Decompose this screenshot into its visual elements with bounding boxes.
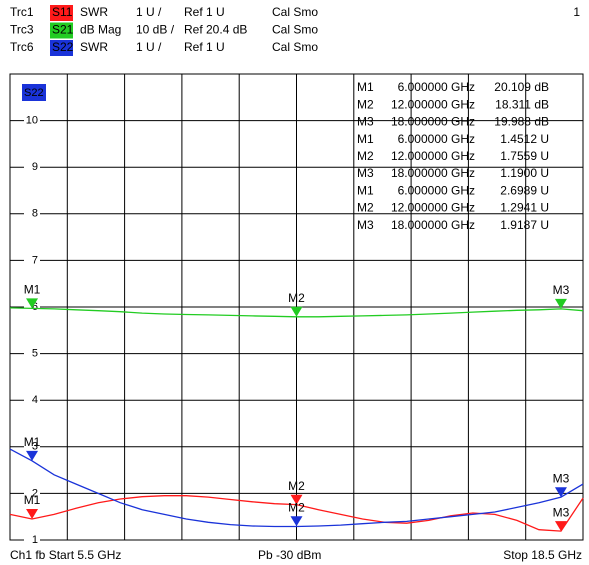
trace-cal: Cal Smo	[272, 40, 318, 54]
tick-label-bg	[24, 346, 40, 361]
trace-ref: Ref 20.4 dB	[184, 23, 247, 37]
marker-table-freq: 6.000000 GHz	[398, 80, 475, 94]
marker-table-value: 1.4512 U	[500, 132, 549, 146]
marker-table-value: 1.9187 U	[500, 218, 549, 232]
marker-table-value: 18.311 dB	[495, 97, 549, 111]
trace-trace: Trc6	[10, 40, 34, 54]
trace-trace: Trc1	[10, 5, 34, 19]
marker-label: M3	[553, 471, 570, 485]
marker-table-freq: 12.000000 GHz	[391, 149, 475, 163]
footer-start: Ch1 fb Start 5.5 GHz	[10, 548, 121, 562]
y-tick-label: 2	[32, 487, 38, 499]
marker-triangle	[290, 494, 303, 505]
marker-triangle	[290, 516, 303, 527]
trace-format: dB Mag	[80, 23, 121, 37]
marker-table-value: 20.109 dB	[494, 80, 549, 94]
trace-cal: Cal Smo	[272, 23, 318, 37]
trace-format: SWR	[80, 40, 108, 54]
trace-name-box	[50, 40, 73, 56]
y-tick-label: 4	[32, 394, 38, 406]
marker-triangle	[554, 298, 567, 309]
trace-name: S21	[52, 23, 74, 37]
marker-label: M1	[24, 435, 41, 449]
marker-table-freq: 12.000000 GHz	[391, 201, 475, 215]
marker-table-name: M3	[357, 115, 374, 129]
trace-name: S11	[52, 5, 73, 19]
tick-label-bg	[24, 486, 40, 501]
marker-table-name: M1	[357, 183, 374, 197]
marker-table-value: 1.1900 U	[500, 166, 549, 180]
trace-scale: 1 U /	[136, 40, 162, 54]
trace-trace: Trc3	[10, 23, 34, 37]
y-tick-label: 9	[32, 161, 38, 173]
marker-table-name: M1	[357, 132, 374, 146]
trace-name-box	[50, 22, 73, 39]
marker-table-value: 19.988 dB	[494, 115, 549, 129]
marker-table-name: M3	[357, 218, 374, 232]
marker-table-name: M1	[357, 80, 374, 94]
marker-table-freq: 18.000000 GHz	[391, 218, 475, 232]
y-tick-label: 1	[32, 534, 38, 546]
trace-line	[9, 307, 584, 318]
marker-table-value: 1.2941 U	[500, 201, 549, 215]
trace-format: SWR	[80, 5, 108, 19]
marker-table-freq: 6.000000 GHz	[398, 183, 475, 197]
marker-label: M3	[553, 505, 570, 519]
marker-table-freq: 12.000000 GHz	[391, 97, 475, 111]
marker-table-name: M2	[357, 97, 374, 111]
marker-triangle	[290, 306, 303, 317]
marker-table-name: M3	[357, 166, 374, 180]
marker-table-name: M2	[357, 149, 374, 163]
tick-label-bg	[24, 439, 40, 454]
y-tick-label: 8	[32, 208, 38, 220]
marker-table-value: 1.7559 U	[500, 149, 549, 163]
y-tick-label: 6	[32, 301, 38, 313]
marker-label: M2	[288, 291, 305, 305]
marker-triangle	[554, 487, 567, 498]
trace-scale: 1 U /	[136, 5, 162, 19]
tick-label-bg	[24, 533, 40, 547]
marker-triangle	[26, 450, 39, 461]
active-trace-label: S22	[24, 87, 44, 99]
trace-scale: 10 dB /	[136, 23, 175, 37]
trace-name-box	[50, 5, 73, 21]
tick-label-bg	[24, 113, 40, 128]
marker-label: M2	[288, 500, 305, 514]
marker-label: M2	[288, 479, 305, 493]
marker-table-freq: 18.000000 GHz	[391, 115, 475, 129]
channel-number: 1	[573, 5, 580, 19]
marker-table-name: M2	[357, 201, 374, 215]
footer-stop: Stop 18.5 GHz	[503, 548, 582, 562]
marker-triangle	[26, 298, 39, 309]
y-tick-label: 5	[32, 348, 38, 360]
marker-table-value: 2.6989 U	[500, 183, 549, 197]
active-trace-box	[22, 84, 46, 101]
tick-label-bg	[24, 160, 40, 175]
tick-label-bg	[24, 393, 40, 408]
footer-power: Pb -30 dBm	[258, 548, 321, 562]
marker-table-freq: 18.000000 GHz	[391, 166, 475, 180]
trace-ref: Ref 1 U	[184, 40, 225, 54]
trace-line	[9, 448, 584, 528]
marker-triangle	[554, 521, 567, 532]
y-tick-label: 10	[26, 115, 38, 127]
marker-label: M1	[24, 283, 41, 297]
tick-label-bg	[24, 253, 40, 268]
trace-name: S22	[52, 40, 74, 54]
marker-label: M3	[553, 283, 570, 297]
tick-label-bg	[24, 206, 40, 221]
marker-triangle	[26, 508, 39, 519]
y-tick-label: 7	[32, 254, 38, 266]
marker-table-freq: 6.000000 GHz	[398, 132, 475, 146]
y-tick-label: 3	[32, 441, 38, 453]
trace-ref: Ref 1 U	[184, 5, 225, 19]
trace-cal: Cal Smo	[272, 5, 318, 19]
marker-label: M1	[24, 493, 41, 507]
